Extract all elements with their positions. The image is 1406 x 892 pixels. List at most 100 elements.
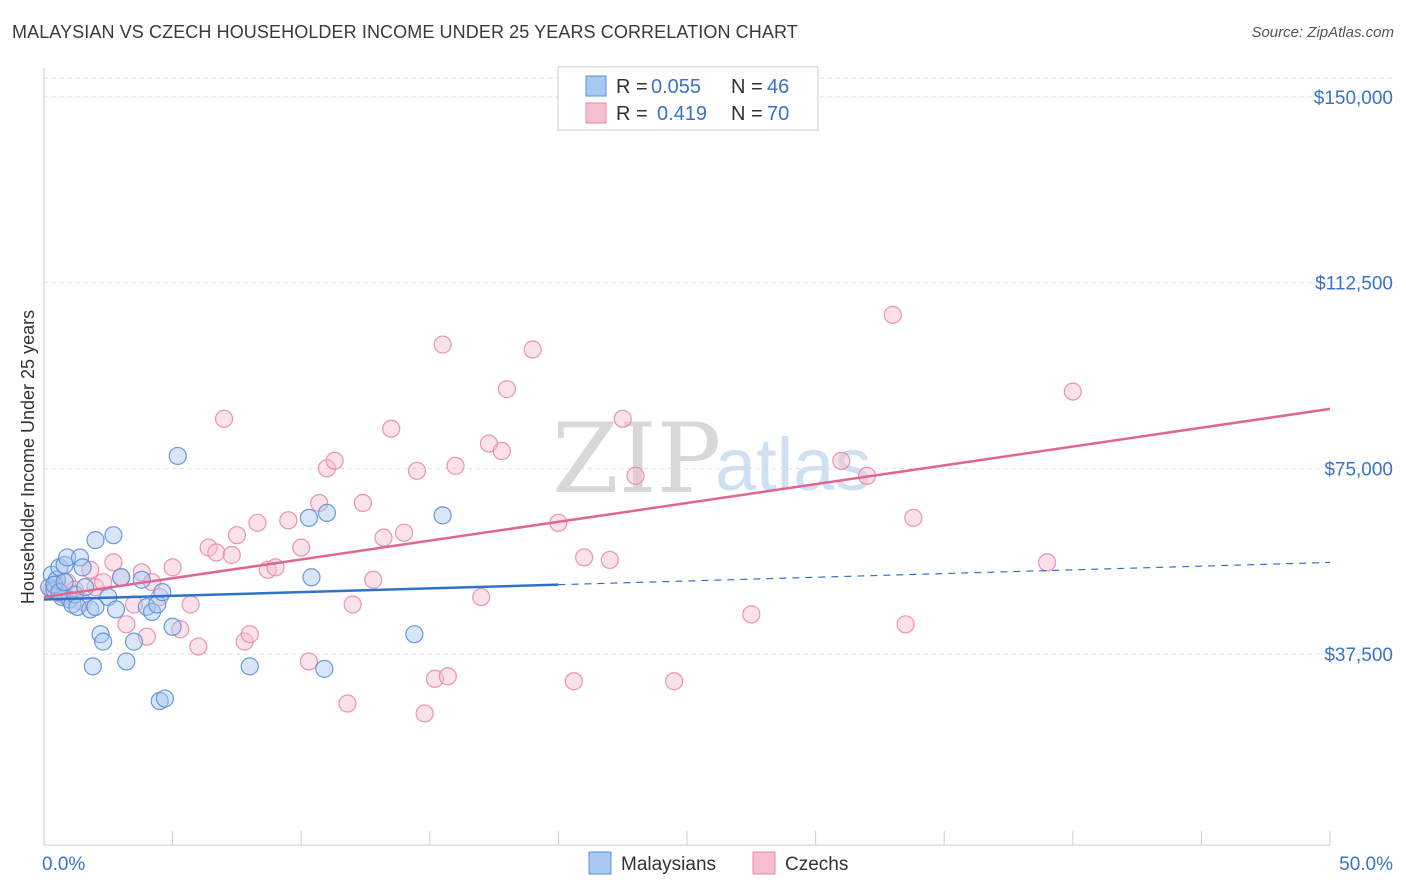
- watermark-zip: ZIP: [552, 403, 721, 515]
- malaysians-point-13: [73, 558, 92, 577]
- czechs-point-48: [438, 667, 457, 686]
- malaysians-point-33: [163, 617, 182, 636]
- chart-source: Source: ZipAtlas.com: [1251, 24, 1394, 41]
- malaysians-point-23: [112, 568, 131, 587]
- czechs-point-41: [374, 528, 393, 547]
- czechs-point-35: [317, 459, 337, 478]
- czechs-point-40: [364, 570, 383, 589]
- czechs-point-20: [189, 637, 208, 656]
- czechs-point-38: [343, 595, 362, 614]
- czechs-point-54: [523, 340, 542, 359]
- czechs-point-65: [883, 305, 902, 324]
- points-layer: [40, 305, 1082, 723]
- malaysians-point-41: [433, 506, 452, 525]
- watermark: ZIP atlas: [552, 403, 871, 515]
- czechs-point-11: [117, 615, 136, 634]
- czechs-point-59: [613, 409, 632, 428]
- x-tick-label-min: 0.0%: [42, 854, 85, 875]
- czechs-point-39: [353, 493, 373, 513]
- bottom-legend: Malaysians Czechs: [588, 851, 848, 875]
- malaysians-point-36: [299, 508, 319, 527]
- malaysians-point-40: [405, 625, 424, 644]
- czechs-point-37: [338, 694, 357, 713]
- czechs-point-36: [325, 451, 344, 471]
- legend-r-value-czechs: 0.419: [657, 103, 707, 125]
- watermark-atlas: atlas: [715, 423, 871, 506]
- malaysians-point-38: [315, 659, 334, 678]
- malaysians-point-45: [55, 573, 74, 592]
- legend-r-label-malaysians: R =: [616, 76, 648, 98]
- czechs-point-50: [472, 587, 491, 607]
- czechs-point-56: [564, 672, 583, 691]
- y-tick-label-3: $150,000: [1314, 88, 1393, 109]
- malaysians-point-44: [83, 657, 102, 676]
- y-tick-label-1: $75,000: [1324, 459, 1393, 480]
- legend-n-label-czechs: N =: [731, 103, 763, 125]
- czechs-point-45: [415, 704, 434, 723]
- czechs-point-52: [492, 441, 511, 461]
- y-tick-label-2: $112,500: [1315, 274, 1393, 295]
- malaysians-point-25: [124, 632, 144, 651]
- czechs-point-57: [575, 548, 594, 567]
- czechs-point-42: [382, 419, 401, 438]
- czechs-point-31: [279, 511, 298, 530]
- malaysians-point-24: [117, 652, 136, 671]
- y-axis-label: Householder Income Under 25 years: [18, 310, 38, 604]
- czechs-point-60: [626, 466, 645, 485]
- malaysians-point-7: [58, 548, 77, 567]
- czechs-point-9: [104, 553, 123, 572]
- legend-n-value-malaysians: 46: [767, 76, 789, 98]
- legend-r-label-czechs: R =: [616, 103, 648, 125]
- bottom-legend-swatch-czechs: [752, 851, 776, 875]
- malaysians-point-21: [104, 526, 123, 545]
- czechs-point-61: [665, 672, 684, 691]
- czechs-point-49: [446, 456, 465, 475]
- czechs-point-44: [407, 461, 427, 480]
- malaysians-point-19: [94, 632, 113, 651]
- malaysians-point-22: [106, 600, 126, 619]
- legend-n-label-malaysians: N =: [731, 76, 763, 98]
- czechs-point-53: [497, 380, 517, 399]
- czechs-trend-line: [43, 407, 1331, 599]
- czechs-point-34: [310, 493, 329, 513]
- czechs-point-66: [896, 615, 915, 634]
- x-tick-label-max: 50.0%: [1339, 854, 1393, 875]
- malaysians-point-31: [153, 583, 172, 602]
- legend-box: R = 0.055 N = 46 R = 0.419 N = 70: [557, 66, 819, 131]
- czechs-point-69: [1063, 382, 1082, 401]
- y-tick-labels: $37,500 $75,000 $112,500 $150,000: [1314, 88, 1393, 666]
- malaysians-point-32: [155, 689, 174, 708]
- bottom-legend-label-czechs: Czechs: [785, 854, 848, 875]
- y-tick-label-0: $37,500: [1324, 645, 1393, 666]
- czechs-point-62: [742, 605, 761, 624]
- malaysians-point-26: [132, 570, 151, 589]
- czechs-point-33: [299, 652, 319, 671]
- czechs-point-58: [600, 550, 619, 570]
- malaysians-point-39: [317, 503, 337, 522]
- czechs-point-27: [240, 625, 259, 644]
- malaysians-point-18: [91, 625, 110, 644]
- legend-r-value-malaysians: 0.055: [651, 76, 701, 98]
- legend-swatch-czechs: [585, 102, 607, 124]
- czechs-point-22: [207, 543, 226, 562]
- malaysians-point-37: [302, 568, 321, 587]
- czechs-point-67: [904, 508, 923, 527]
- czechs-point-47: [433, 335, 452, 354]
- czechs-point-63: [832, 451, 851, 471]
- czechs-point-24: [222, 545, 241, 565]
- legend-swatch-malaysians: [585, 75, 607, 97]
- malaysians-trend-line: [43, 583, 559, 601]
- trend-layer: [43, 407, 1331, 601]
- czechs-point-32: [292, 538, 311, 557]
- czechs-point-19: [181, 595, 200, 614]
- axis-layer: [43, 68, 1331, 846]
- czechs-point-68: [1037, 553, 1057, 572]
- czechs-point-25: [227, 526, 246, 545]
- czechs-point-17: [163, 558, 182, 577]
- malaysians-point-34: [168, 446, 187, 466]
- czechs-point-28: [248, 513, 267, 532]
- legend-n-value-czechs: 70: [767, 103, 789, 125]
- malaysians-point-35: [240, 657, 259, 676]
- malaysians-point-16: [86, 531, 105, 550]
